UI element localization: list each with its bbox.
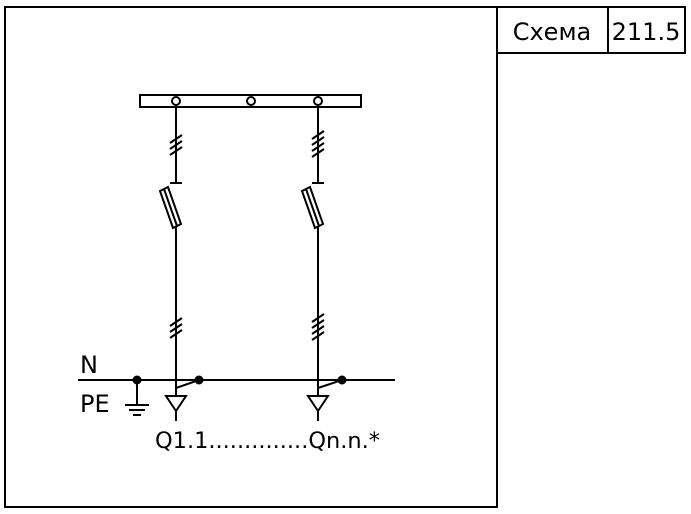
neutral-label: N [80, 351, 98, 379]
outputs-label: Q1.1..............Qn.n.* [155, 429, 380, 454]
feeder-1-tick [169, 317, 183, 327]
feeder-n [300, 105, 347, 421]
feeder-1-output-arrow [164, 395, 188, 413]
feeder-n-tick [311, 319, 325, 329]
feeder-1-fuse-core [163, 188, 178, 227]
feeder-n-tick [311, 313, 325, 323]
feeder-1-tick [169, 134, 183, 144]
title-block: Схема 211.5 [496, 6, 686, 54]
feeder-n-tick [311, 148, 325, 158]
feeder-n-tick [311, 331, 325, 341]
feeder-1-tick [169, 323, 183, 333]
feeder-n-fuse-core [305, 188, 320, 227]
feeder-n-output-arrow [306, 395, 330, 413]
drawing-frame [4, 6, 498, 508]
busbar-terminal-3 [313, 96, 323, 106]
feeder-1-tick [169, 329, 183, 339]
title-label: Схема [513, 18, 592, 46]
feeder-n-tick [311, 136, 325, 146]
feeder-1-tick [169, 140, 183, 150]
busbar-terminal-1 [171, 96, 181, 106]
title-number-cell [607, 6, 686, 54]
busbar [139, 94, 362, 108]
pe-label: PE [80, 390, 110, 418]
feeder-1 [158, 105, 204, 421]
feeder-n-tick [311, 325, 325, 335]
busbar-terminal-2 [246, 96, 256, 106]
title-number: 211.5 [612, 18, 681, 46]
feeder-1-tick [169, 146, 183, 156]
feeder-n-tick [311, 142, 325, 152]
feeder-n-tick [311, 130, 325, 140]
neutral-pe-bus [78, 375, 395, 416]
